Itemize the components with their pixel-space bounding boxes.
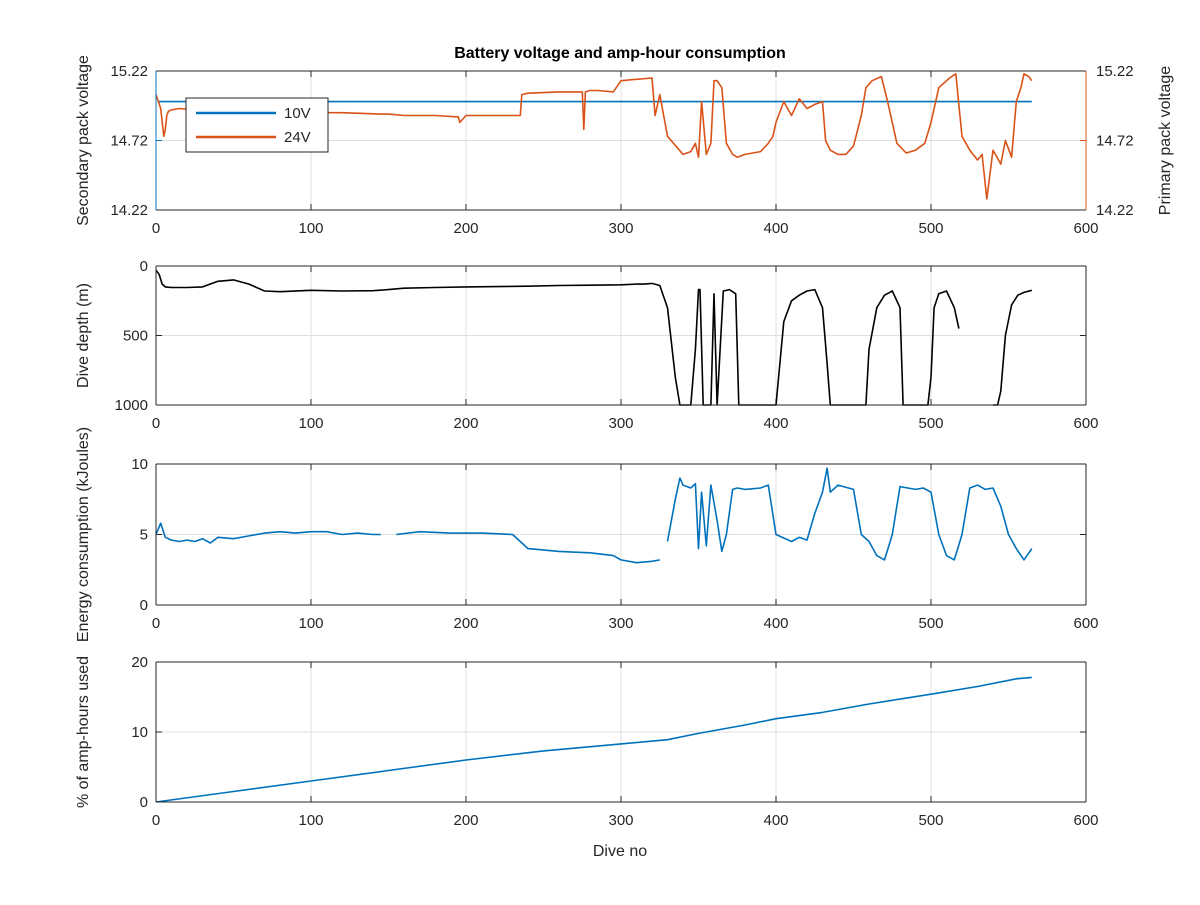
y-tick-label: 20 — [131, 654, 148, 671]
x-tick-label: 600 — [1073, 615, 1098, 632]
chart-title: Battery voltage and amp-hour consumption — [454, 45, 786, 62]
y-right-tick-label: 14.72 — [1096, 133, 1134, 150]
x-tick-label: 300 — [608, 415, 633, 432]
y-tick-label: 0 — [140, 597, 148, 614]
x-tick-label: 500 — [918, 812, 943, 829]
series-line-24v — [155, 73, 1033, 200]
series-line-1 — [155, 467, 1033, 564]
x-axis-label: Dive no — [593, 843, 647, 860]
x-tick-label: 300 — [608, 812, 633, 829]
x-tick-label: 200 — [453, 615, 478, 632]
x-tick-label: 100 — [298, 415, 323, 432]
y-axis-label: Energy consumption (kJoules) — [75, 427, 92, 642]
x-tick-label: 0 — [152, 415, 160, 432]
x-tick-label: 200 — [453, 220, 478, 237]
y-tick-label: 0 — [140, 794, 148, 811]
y-tick-label: 5 — [140, 527, 148, 544]
y-tick-label: 15.22 — [110, 63, 148, 80]
y-axis-label: Secondary pack voltage — [75, 55, 92, 226]
y-tick-label: 10 — [131, 456, 148, 473]
panel-2: 0 100 200 300 400 500 600 0 500 1000 Dive depth (m… — [75, 258, 1099, 432]
x-tick-label: 500 — [918, 220, 943, 237]
panel-3: 0 100 200 300 400 500 600 0 5 10 Energy consumptio… — [75, 427, 1099, 642]
y-tick-label: 500 — [123, 328, 148, 345]
x-tick-label: 400 — [763, 415, 788, 432]
x-tick-label: 0 — [152, 615, 160, 632]
x-tick-label: 0 — [152, 220, 160, 237]
x-tick-label: 500 — [918, 415, 943, 432]
y-tick-label: 0 — [140, 258, 148, 275]
y-tick-label: 14.72 — [110, 133, 148, 150]
x-tick-label: 0 — [152, 812, 160, 829]
y-axis-label: % of amp-hours used — [75, 656, 92, 808]
y-axis-label: Dive depth (m) — [75, 283, 92, 388]
x-tick-label: 400 — [763, 812, 788, 829]
y-right-tick-label: 14.22 — [1096, 202, 1134, 219]
x-tick-label: 400 — [763, 615, 788, 632]
y-right-tick-label: 15.22 — [1096, 63, 1134, 80]
x-tick-label: 200 — [453, 812, 478, 829]
series-line-1 — [155, 676, 1032, 803]
x-tick-label: 200 — [453, 415, 478, 432]
x-tick-label: 400 — [763, 220, 788, 237]
x-tick-label: 600 — [1073, 220, 1098, 237]
x-tick-label: 100 — [298, 615, 323, 632]
x-tick-label: 100 — [298, 812, 323, 829]
y-right-axis-label: Primary pack voltage — [1157, 66, 1174, 215]
x-tick-label: 500 — [918, 615, 943, 632]
panel-1: 0 100 200 300 400 500 60014.2214.7215.2214.221… — [75, 55, 1174, 237]
series-line-1 — [155, 269, 1033, 406]
panel-4: 0 100 200 300 400 500 600 0 10 20 % of amp-hours u… — [75, 654, 1099, 829]
y-tick-label: 1000 — [115, 397, 148, 414]
y-tick-label: 14.22 — [110, 202, 148, 219]
legend-label: 10V — [284, 105, 311, 122]
x-tick-label: 600 — [1073, 415, 1098, 432]
legend-box — [185, 97, 329, 153]
x-tick-label: 300 — [608, 615, 633, 632]
legend-label: 24V — [284, 129, 311, 146]
x-tick-label: 300 — [608, 220, 633, 237]
x-tick-label: 600 — [1073, 812, 1098, 829]
x-tick-label: 100 — [298, 220, 323, 237]
y-tick-label: 10 — [131, 724, 148, 741]
